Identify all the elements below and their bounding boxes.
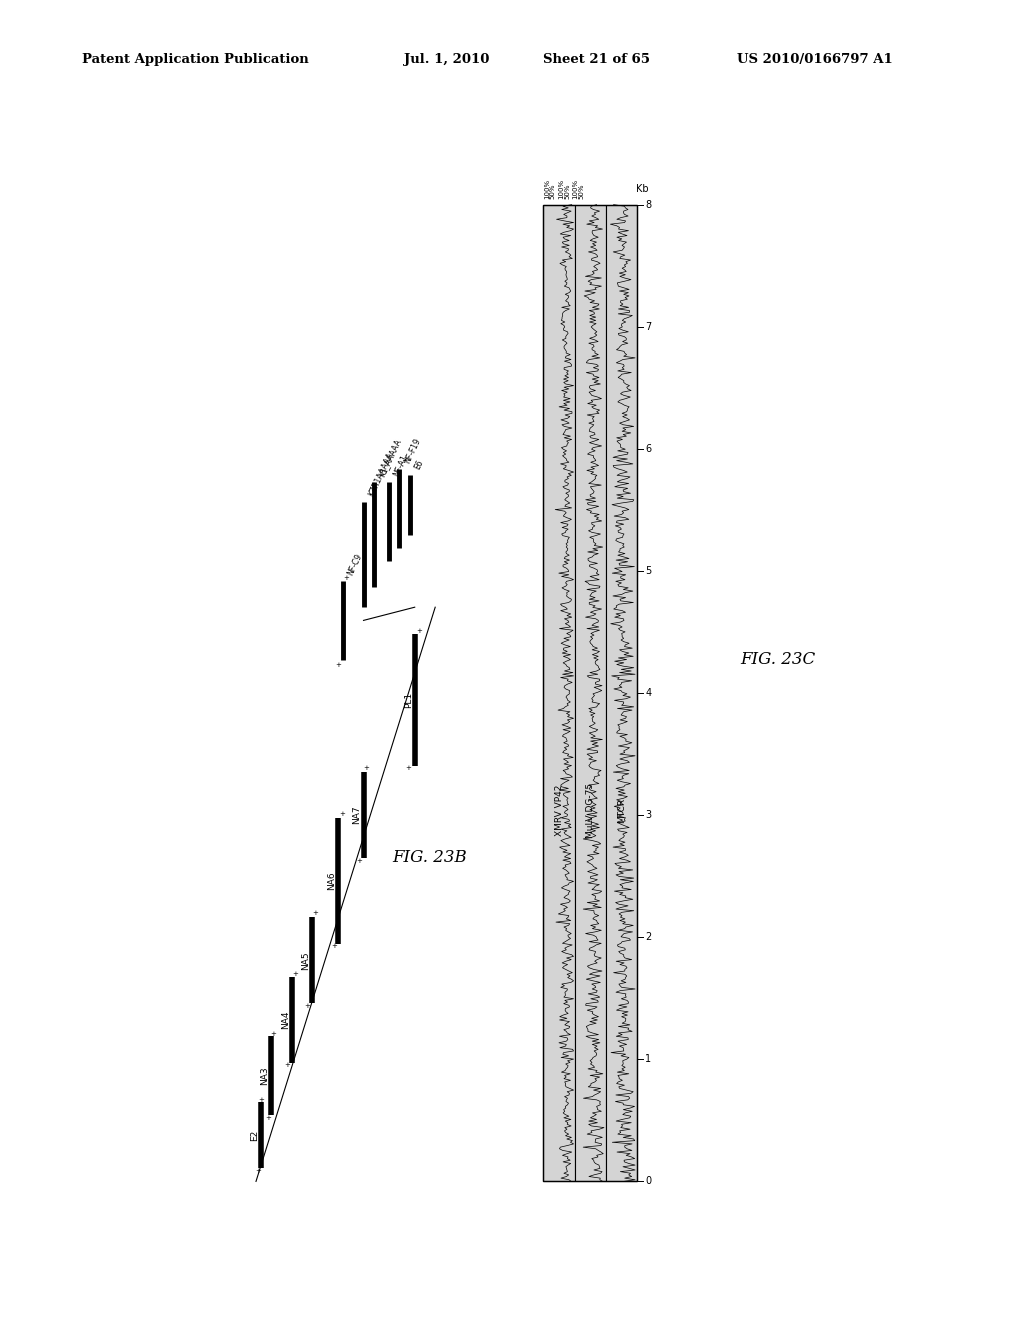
Text: +: + [292,972,298,977]
Text: 2: 2 [645,932,651,942]
Text: E6: E6 [413,459,425,471]
Text: US 2010/0166797 A1: US 2010/0166797 A1 [737,53,893,66]
Text: XMRV VP42: XMRV VP42 [555,784,563,836]
Text: 50%: 50% [579,183,585,199]
Text: E2: E2 [250,1130,259,1140]
Text: K1_AAAAA: K1_AAAAA [377,437,402,478]
Text: +: + [270,1031,276,1036]
Text: 3: 3 [645,810,651,820]
Text: MuLV DG-75: MuLV DG-75 [587,783,595,838]
Text: +: + [343,576,349,581]
Text: NA3: NA3 [260,1067,269,1085]
Text: 100%: 100% [558,180,564,199]
Text: +: + [255,1168,261,1173]
Text: +: + [304,1003,310,1008]
Text: +: + [265,1115,271,1121]
Text: Patent Application Publication: Patent Application Publication [82,53,308,66]
Text: +: + [335,663,341,668]
Text: NA4: NA4 [281,1010,290,1030]
Text: Kb: Kb [636,183,648,194]
Text: FIG. 23B: FIG. 23B [393,850,467,866]
Text: NF-A1: NF-A1 [392,453,410,478]
Text: 4: 4 [645,688,651,698]
Text: 0: 0 [645,1176,651,1187]
Text: 6: 6 [645,444,651,454]
Text: 100%: 100% [572,180,579,199]
Text: NF-C9: NF-C9 [346,552,364,577]
Bar [606,205,637,1181]
Text: 5: 5 [645,566,651,576]
Text: +: + [312,911,318,916]
Text: NA6: NA6 [327,871,336,891]
Text: Jul. 1, 2010: Jul. 1, 2010 [404,53,489,66]
Bar [575,205,606,1181]
Text: NA7: NA7 [352,805,361,825]
Text: FIG. 23C: FIG. 23C [740,652,816,668]
Text: 8: 8 [645,199,651,210]
Text: 100%: 100% [544,180,550,199]
Text: Sheet 21 of 65: Sheet 21 of 65 [543,53,649,66]
Bar [543,205,637,1181]
Text: +: + [258,1097,264,1102]
Text: +: + [284,1063,290,1068]
Text: +: + [356,858,362,863]
Text: PL1: PL1 [403,692,413,708]
Text: NA5: NA5 [301,950,310,970]
Text: 50%: 50% [550,183,556,199]
Text: KZR1AAAAA: KZR1AAAAA [367,450,395,498]
Text: 50%: 50% [564,183,570,199]
Text: MTCR: MTCR [617,797,626,822]
Text: 7: 7 [645,322,651,331]
Text: NF-F19: NF-F19 [402,437,422,465]
Text: +: + [364,766,370,771]
Text: +: + [416,628,422,634]
Text: 1: 1 [645,1055,651,1064]
Bar [543,205,575,1181]
Text: +: + [331,944,337,949]
Text: +: + [406,766,412,771]
Text: +: + [339,812,345,817]
